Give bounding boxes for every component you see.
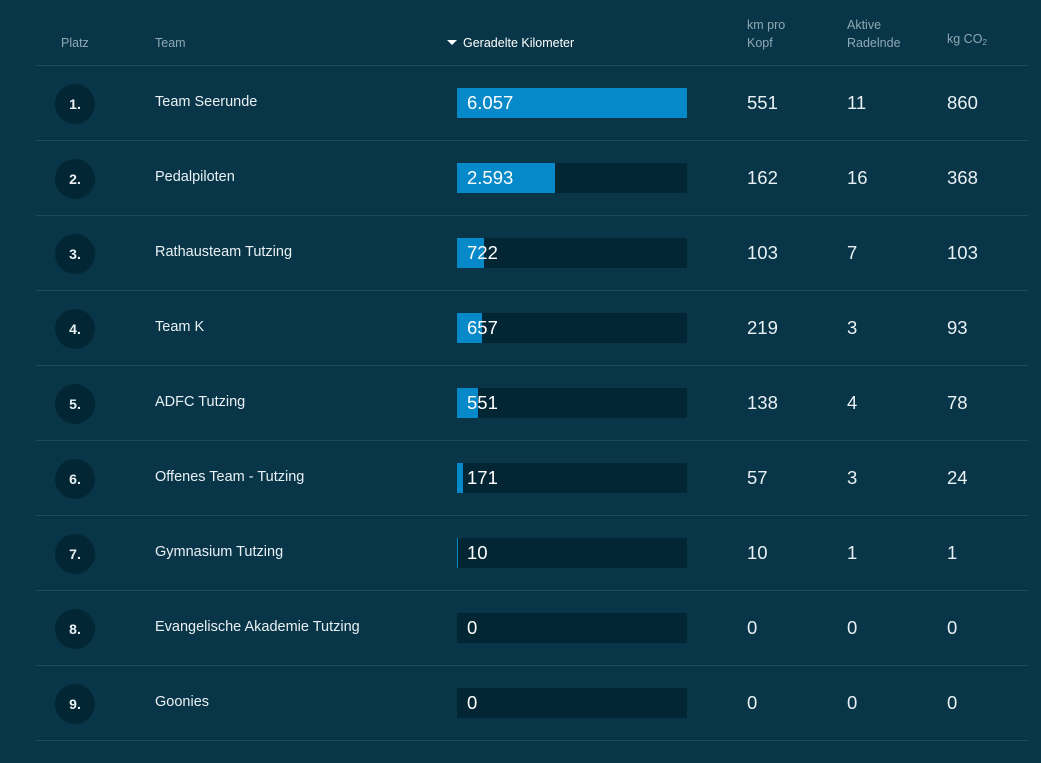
km-per-head-value: 162 xyxy=(747,167,778,188)
km-value: 657 xyxy=(467,317,498,338)
km-per-head-value: 219 xyxy=(747,317,778,338)
km-bar-fill xyxy=(457,463,464,493)
table-row[interactable]: 9. Goonies 0 0 0 0 xyxy=(36,666,1028,741)
km-bar: 722 xyxy=(457,238,687,268)
rank-badge: 1. xyxy=(55,84,95,124)
km-per-head-value: 57 xyxy=(747,467,768,488)
header-rank-label: Platz xyxy=(61,36,89,50)
km-value: 0 xyxy=(467,692,478,713)
km-bar-fill xyxy=(457,88,687,118)
km-per-head-value: 551 xyxy=(747,92,778,113)
active-riders-value: 0 xyxy=(847,692,858,713)
km-per-head-value: 10 xyxy=(747,542,768,563)
team-name[interactable]: Goonies xyxy=(155,694,210,710)
table-row[interactable]: 8. Evangelische Akademie Tutzing 0 0 0 0 xyxy=(36,591,1028,666)
co2-value: 368 xyxy=(947,167,978,188)
team-name[interactable]: Gymnasium Tutzing xyxy=(155,544,284,560)
team-name[interactable]: Pedalpiloten xyxy=(155,169,235,185)
km-bar-fill xyxy=(457,313,482,343)
rank-badge: 8. xyxy=(55,609,95,649)
rank-badge: 7. xyxy=(55,534,95,574)
km-bar: 10 xyxy=(457,538,687,568)
header-co2-subscript: 2 xyxy=(982,38,987,47)
table-row[interactable]: 7. Gymnasium Tutzing 10 10 1 1 xyxy=(36,516,1028,591)
rank-badge: 4. xyxy=(55,309,95,349)
team-name[interactable]: Team Seerunde xyxy=(155,94,258,110)
active-riders-value: 16 xyxy=(847,167,868,188)
leaderboard-table: Platz Team Geradelte Kilometer km pro Ko… xyxy=(36,0,1028,741)
rank-badge: 9. xyxy=(55,684,95,724)
km-value: 10 xyxy=(467,542,488,563)
team-name[interactable]: Team K xyxy=(155,319,205,335)
table-body: 1. Team Seerunde 6.057 551 11 860 2. Pedalpilot… xyxy=(36,66,1028,741)
active-riders-value: 3 xyxy=(847,317,858,338)
active-riders-value: 3 xyxy=(847,467,858,488)
co2-value: 860 xyxy=(947,92,978,113)
table-row[interactable]: 5. ADFC Tutzing 551 138 4 78 xyxy=(36,366,1028,441)
active-riders-value: 11 xyxy=(847,92,867,113)
sort-descending-icon xyxy=(447,40,457,46)
co2-value: 1 xyxy=(947,542,958,563)
table-row[interactable]: 6. Offenes Team - Tutzing 171 57 3 24 xyxy=(36,441,1028,516)
team-name[interactable]: Offenes Team - Tutzing xyxy=(155,469,305,485)
header-active-line2: Radelnde xyxy=(847,36,901,50)
header-km-per-head[interactable]: km pro Kopf xyxy=(747,16,785,52)
km-value: 6.057 xyxy=(467,92,514,113)
header-km-per-head-line2: Kopf xyxy=(747,36,773,50)
km-value: 551 xyxy=(467,392,498,413)
header-co2[interactable]: kg CO2 xyxy=(947,30,987,52)
table-header: Platz Team Geradelte Kilometer km pro Ko… xyxy=(36,0,1028,66)
km-per-head-value: 0 xyxy=(747,617,758,638)
rank-badge: 6. xyxy=(55,459,95,499)
header-km-per-head-line1: km pro xyxy=(747,18,786,32)
km-per-head-value: 103 xyxy=(747,242,778,263)
header-active[interactable]: Aktive Radelnde xyxy=(847,16,901,52)
km-bar: 657 xyxy=(457,313,687,343)
co2-value: 0 xyxy=(947,692,958,713)
co2-value: 103 xyxy=(947,242,978,263)
km-value: 722 xyxy=(467,242,498,263)
co2-value: 24 xyxy=(947,467,968,488)
team-name[interactable]: Evangelische Akademie Tutzing xyxy=(155,619,360,635)
header-km-sorted[interactable]: Geradelte Kilometer xyxy=(447,34,574,52)
km-per-head-value: 0 xyxy=(747,692,758,713)
team-name[interactable]: ADFC Tutzing xyxy=(155,394,246,410)
km-value: 171 xyxy=(467,467,498,488)
table-row[interactable]: 3. Rathausteam Tutzing 722 103 7 103 xyxy=(36,216,1028,291)
table-row[interactable]: 4. Team K 657 219 3 93 xyxy=(36,291,1028,366)
header-rank[interactable]: Platz xyxy=(61,34,89,52)
km-bar-fill xyxy=(457,388,478,418)
km-bar: 6.057 xyxy=(457,88,687,118)
km-value: 0 xyxy=(467,617,478,638)
header-team-label: Team xyxy=(155,36,186,50)
header-team[interactable]: Team xyxy=(155,34,186,52)
km-per-head-value: 138 xyxy=(747,392,778,413)
team-name[interactable]: Rathausteam Tutzing xyxy=(155,244,293,260)
active-riders-value: 4 xyxy=(847,392,858,413)
rank-badge: 2. xyxy=(55,159,95,199)
co2-value: 93 xyxy=(947,317,968,338)
km-bar: 551 xyxy=(457,388,687,418)
header-co2-label: kg CO xyxy=(947,32,983,46)
table-row[interactable]: 1. Team Seerunde 6.057 551 11 860 xyxy=(36,66,1028,141)
co2-value: 0 xyxy=(947,617,958,638)
km-value: 2.593 xyxy=(467,167,514,188)
header-km-label: Geradelte Kilometer xyxy=(463,36,575,50)
active-riders-value: 1 xyxy=(847,542,858,563)
km-bar-fill xyxy=(457,163,556,193)
rank-badge: 5. xyxy=(55,384,95,424)
rank-badge: 3. xyxy=(55,234,95,274)
km-bar: 171 xyxy=(457,463,687,493)
km-bar: 2.593 xyxy=(457,163,687,193)
km-bar: 0 xyxy=(457,688,687,718)
co2-value: 78 xyxy=(947,392,968,413)
active-riders-value: 0 xyxy=(847,617,858,638)
km-bar-fill xyxy=(457,238,485,268)
active-riders-value: 7 xyxy=(847,242,858,263)
km-bar: 0 xyxy=(457,613,687,643)
table-row[interactable]: 2. Pedalpiloten 2.593 162 16 368 xyxy=(36,141,1028,216)
header-active-line1: Aktive xyxy=(847,18,882,32)
